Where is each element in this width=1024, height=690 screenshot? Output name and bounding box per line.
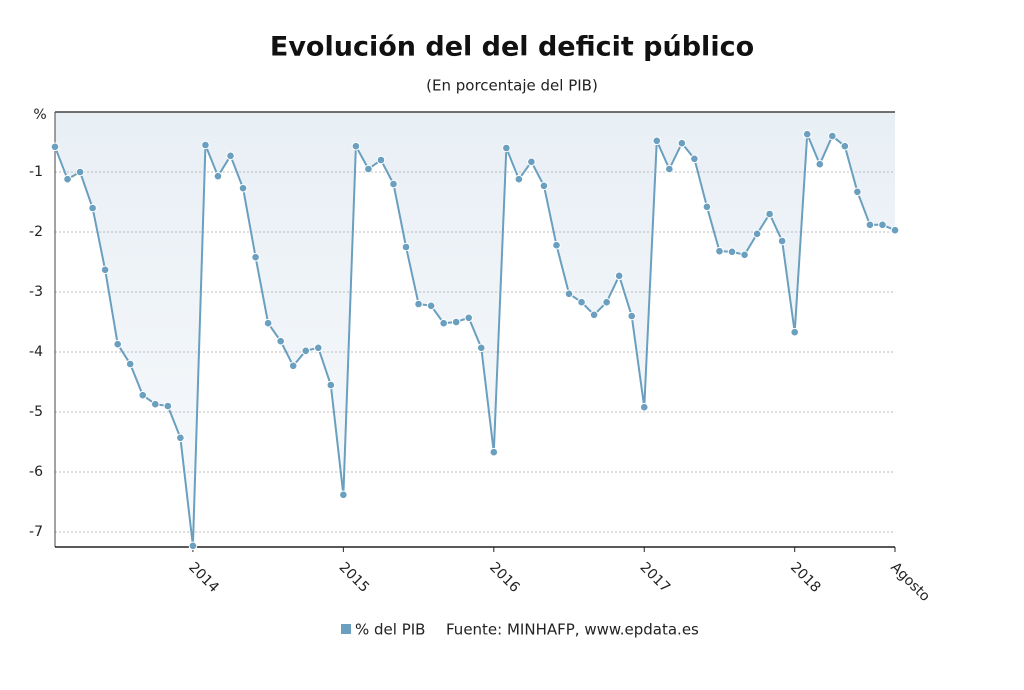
- point: [564, 289, 574, 299]
- point: [50, 142, 60, 152]
- x-tick-label: 2015: [336, 559, 373, 596]
- point: [665, 164, 674, 174]
- point: [514, 174, 524, 184]
- point: [890, 225, 900, 235]
- x-tick-label: 2014: [185, 559, 222, 596]
- point: [577, 297, 586, 307]
- y-tick-label: -6: [29, 464, 43, 480]
- point: [727, 247, 737, 257]
- point: [752, 229, 762, 239]
- point: [113, 339, 122, 349]
- point: [226, 151, 235, 161]
- point: [326, 380, 336, 390]
- area: [55, 112, 895, 546]
- y-tick-label: -7: [29, 524, 43, 540]
- point: [339, 490, 348, 500]
- point: [790, 327, 800, 337]
- point: [802, 129, 812, 139]
- point: [213, 171, 223, 181]
- y-axis-label: %: [33, 107, 46, 123]
- point: [100, 265, 110, 275]
- point: [439, 318, 448, 328]
- point: [489, 447, 499, 457]
- point: [238, 183, 248, 193]
- point: [639, 402, 649, 412]
- point: [715, 246, 724, 256]
- point: [589, 310, 599, 320]
- point: [476, 343, 486, 353]
- point: [765, 209, 774, 219]
- point: [777, 236, 787, 246]
- point: [502, 143, 511, 153]
- point: [539, 181, 549, 191]
- point: [652, 136, 662, 146]
- y-tick-label: -1: [29, 164, 43, 180]
- point: [401, 242, 411, 252]
- point: [389, 179, 398, 189]
- source: Fuente: MINHAFP, www.epdata.es: [446, 621, 699, 639]
- point: [263, 318, 273, 328]
- point: [464, 313, 474, 323]
- point: [451, 317, 461, 327]
- point: [75, 167, 85, 177]
- point: [63, 174, 72, 184]
- x-tick-label: Agosto: [887, 559, 933, 605]
- point: [163, 401, 173, 411]
- y-tick-label: -5: [29, 404, 43, 420]
- point: [201, 140, 210, 150]
- point: [527, 157, 536, 167]
- point: [351, 141, 361, 151]
- point: [288, 361, 298, 371]
- legend-label: % del PIB: [355, 621, 425, 639]
- point: [150, 399, 160, 409]
- point: [251, 252, 260, 262]
- point: [88, 203, 97, 213]
- point: [125, 359, 135, 369]
- chart-title: Evolución del del deficit público: [270, 32, 754, 63]
- point: [840, 141, 850, 151]
- point: [552, 240, 561, 250]
- point: [414, 299, 423, 309]
- point: [627, 311, 637, 321]
- point: [376, 155, 386, 165]
- point: [301, 346, 311, 356]
- point: [690, 154, 699, 164]
- point: [677, 138, 687, 148]
- y-tick-label: -3: [29, 284, 43, 300]
- point: [276, 336, 285, 346]
- point: [702, 202, 712, 212]
- point: [828, 131, 837, 141]
- point: [853, 187, 862, 197]
- chart-subtitle: (En porcentaje del PIB): [426, 77, 598, 95]
- point: [740, 250, 749, 260]
- point: [364, 164, 373, 174]
- point: [878, 220, 887, 230]
- point: [313, 343, 323, 353]
- y-tick-label: -2: [29, 224, 43, 240]
- legend-swatch: [341, 624, 351, 634]
- point: [614, 271, 624, 281]
- x-tick-label: 2017: [637, 559, 674, 596]
- point: [176, 433, 185, 443]
- point: [602, 297, 611, 307]
- y-tick-label: -4: [29, 344, 43, 360]
- legend: % del PIB Fuente: MINHAFP, www.epdata.es: [341, 621, 699, 639]
- point: [188, 541, 198, 551]
- point: [815, 159, 825, 169]
- point: [426, 301, 436, 311]
- x-tick-label: 2018: [787, 559, 824, 596]
- point: [138, 390, 148, 400]
- x-tick-label: 2016: [486, 559, 523, 596]
- point: [865, 220, 875, 230]
